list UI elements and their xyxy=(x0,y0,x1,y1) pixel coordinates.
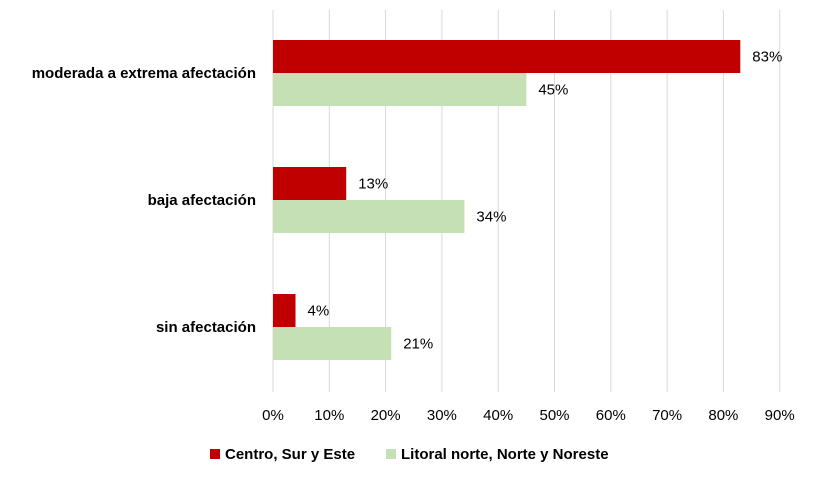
x-tick-labels: 0% 10% 20% 30% 40% 50% 60% 70% 80% 90% xyxy=(262,407,795,424)
legend-label: Centro, Sur y Este xyxy=(225,446,355,463)
x-tick-label: 0% xyxy=(262,407,284,424)
data-label: 13% xyxy=(358,176,388,193)
data-label: 21% xyxy=(403,336,433,353)
x-tick-label: 70% xyxy=(652,407,682,424)
data-labels: 83% 45% 13% 34% 4% 21% xyxy=(308,49,783,353)
x-tick-label: 90% xyxy=(765,407,795,424)
legend-label: Litoral norte, Norte y Noreste xyxy=(401,446,609,463)
bar xyxy=(273,327,392,360)
category-labels: moderada a extrema afectación baja afecta… xyxy=(32,65,256,336)
bar xyxy=(273,294,296,327)
data-label: 4% xyxy=(308,303,330,320)
legend-swatch xyxy=(386,449,396,459)
x-tick-label: 80% xyxy=(708,407,738,424)
x-tick-label: 20% xyxy=(371,407,401,424)
x-tick-label: 60% xyxy=(596,407,626,424)
bar xyxy=(273,200,465,233)
bar xyxy=(273,40,741,73)
bar xyxy=(273,73,527,106)
category-label: baja afectación xyxy=(148,192,256,209)
data-label: 34% xyxy=(476,209,506,226)
x-tick-label: 10% xyxy=(314,407,344,424)
legend: Centro, Sur y Este Litoral norte, Norte y… xyxy=(210,446,609,463)
category-label: sin afectación xyxy=(156,319,256,336)
x-tick-label: 30% xyxy=(427,407,457,424)
data-label: 83% xyxy=(752,49,782,66)
legend-swatch xyxy=(210,449,220,459)
x-tick-label: 40% xyxy=(483,407,513,424)
category-label: moderada a extrema afectación xyxy=(32,65,256,82)
x-tick-label: 50% xyxy=(539,407,569,424)
bars xyxy=(273,40,741,360)
bar xyxy=(273,167,347,200)
data-label: 45% xyxy=(538,82,568,99)
